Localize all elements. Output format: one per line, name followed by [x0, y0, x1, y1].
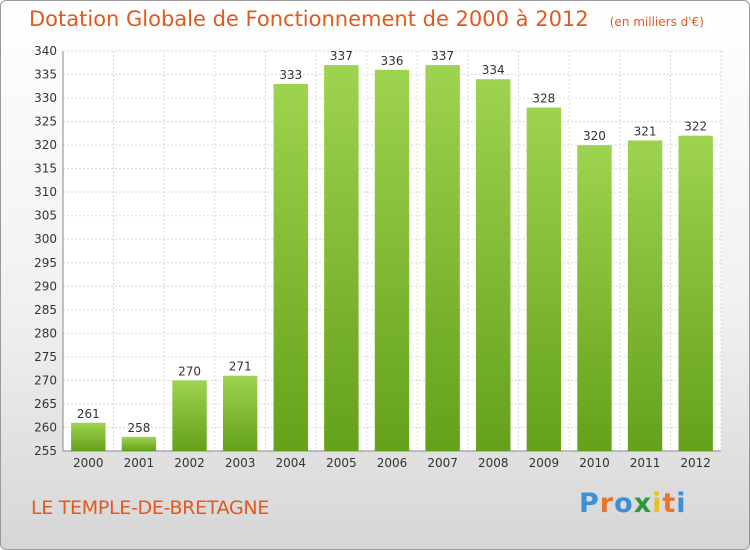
commune-name: LE TEMPLE-DE-BRETAGNE: [31, 497, 270, 519]
x-tick-label-2008: 2008: [478, 456, 509, 470]
bar-2008: [476, 79, 511, 451]
y-tick-label: 310: [34, 185, 57, 199]
bar-2000: [71, 422, 106, 451]
y-tick-label: 300: [34, 232, 57, 246]
title-row: Dotation Globale de Fonctionnement de 20…: [29, 7, 704, 31]
value-label-2009: 328: [532, 91, 555, 105]
y-tick-label: 280: [34, 326, 57, 340]
y-tick-label: 305: [34, 209, 57, 223]
y-tick-label: 330: [34, 91, 57, 105]
chart-title: Dotation Globale de Fonctionnement de 20…: [29, 7, 589, 31]
bar-2003: [222, 375, 258, 451]
y-tick-label: 270: [34, 373, 57, 387]
y-tick-label: 295: [34, 256, 57, 270]
logo-letter: i: [676, 488, 687, 519]
value-label-2007: 337: [431, 49, 454, 63]
bar-2012: [678, 135, 713, 452]
logo-letter: i: [652, 488, 663, 519]
x-tick-label-2006: 2006: [377, 456, 408, 470]
value-label-2000: 261: [77, 407, 100, 421]
x-tick-label-2011: 2011: [630, 456, 661, 470]
value-label-2008: 334: [482, 63, 505, 77]
y-tick-label: 290: [34, 279, 57, 293]
logo-letter: r: [599, 488, 615, 519]
x-tick-label-2003: 2003: [225, 456, 256, 470]
bar-2006: [374, 69, 410, 451]
logo-letter: o: [614, 488, 634, 519]
y-tick-label: 315: [34, 162, 57, 176]
bar-2011: [627, 140, 663, 452]
y-tick-label: 340: [34, 44, 57, 58]
y-tick-label: 325: [34, 115, 57, 129]
value-label-2004: 333: [279, 68, 302, 82]
value-label-2005: 337: [330, 49, 353, 63]
bar-2007: [425, 65, 460, 451]
bar-2001: [121, 436, 157, 451]
bar-2010: [577, 145, 612, 451]
bar-2005: [324, 65, 359, 451]
value-label-2006: 336: [381, 54, 404, 68]
x-tick-label-2004: 2004: [275, 456, 306, 470]
y-tick-label: 265: [34, 397, 57, 411]
value-label-2012: 322: [684, 120, 707, 134]
x-tick-label-2010: 2010: [579, 456, 610, 470]
bar-2009: [526, 107, 562, 452]
value-label-2011: 321: [634, 124, 657, 138]
value-label-2003: 271: [229, 360, 252, 374]
y-tick-label: 320: [34, 138, 57, 152]
x-tick-label-2012: 2012: [680, 456, 711, 470]
y-tick-label: 255: [34, 444, 57, 458]
x-tick-label-2002: 2002: [174, 456, 205, 470]
y-tick-label: 260: [34, 420, 57, 434]
value-label-2002: 270: [178, 364, 201, 378]
y-tick-label: 275: [34, 350, 57, 364]
value-label-2001: 258: [127, 421, 150, 435]
logo-letter: x: [633, 488, 653, 519]
bar-2004: [273, 83, 308, 452]
x-tick-label-2009: 2009: [529, 456, 560, 470]
x-tick-label-2007: 2007: [427, 456, 458, 470]
x-tick-label-2000: 2000: [73, 456, 104, 470]
chart-subtitle: (en milliers d'€): [609, 15, 704, 29]
y-tick-label: 285: [34, 303, 57, 317]
value-label-2010: 320: [583, 129, 606, 143]
logo-letter: P: [579, 488, 600, 519]
y-tick-label: 335: [34, 68, 57, 82]
logo-letter: t: [662, 488, 677, 519]
x-tick-label-2001: 2001: [124, 456, 155, 470]
bar-2002: [172, 380, 207, 451]
proxiti-logo[interactable]: Proxiti: [579, 488, 687, 519]
x-tick-label-2005: 2005: [326, 456, 357, 470]
